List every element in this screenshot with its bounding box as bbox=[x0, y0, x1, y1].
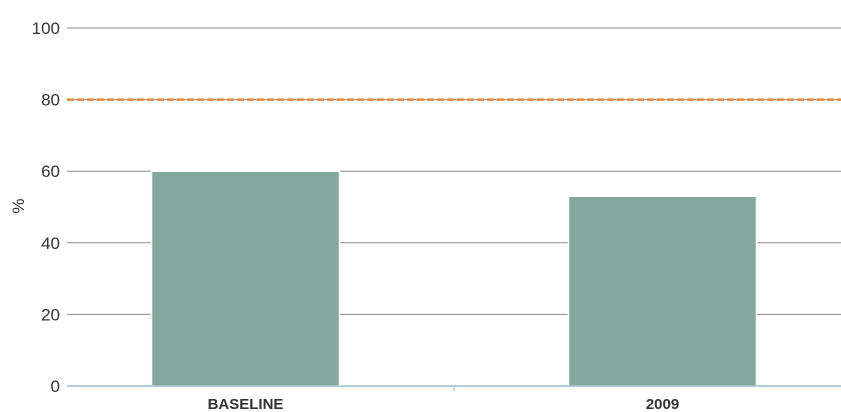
y-tick-label: 80 bbox=[41, 91, 60, 110]
bar-baseline bbox=[150, 170, 341, 387]
y-tick-label: 0 bbox=[51, 377, 60, 396]
bar-2009 bbox=[567, 195, 758, 387]
y-tick-label: 100 bbox=[32, 19, 60, 38]
y-tick-label: 20 bbox=[41, 305, 60, 324]
y-tick-label: 40 bbox=[41, 234, 60, 253]
bars bbox=[150, 170, 758, 387]
axes bbox=[67, 385, 841, 391]
x-tick-label: 2009 bbox=[646, 396, 679, 412]
labels: 0 20 40 60 80 100 BASELINE 2009 bbox=[32, 19, 680, 412]
x-tick-label: BASELINE bbox=[208, 396, 284, 412]
y-axis-title: % bbox=[9, 198, 28, 213]
y-tick-label: 60 bbox=[41, 162, 60, 181]
